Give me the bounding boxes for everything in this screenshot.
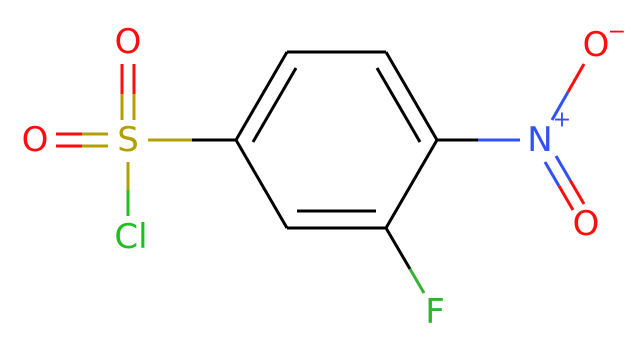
- bond: [550, 91, 570, 121]
- bonds: [56, 50, 586, 294]
- bond: [375, 67, 422, 143]
- atom-label: O: [573, 204, 600, 244]
- bond: [554, 155, 572, 181]
- atom-label: O: [583, 25, 610, 65]
- bond: [384, 51, 439, 141]
- bond: [557, 185, 575, 211]
- charge: −: [608, 20, 626, 45]
- bond: [384, 139, 439, 229]
- atom-label: S: [117, 120, 139, 160]
- bond: [408, 268, 426, 294]
- atom-label: O: [22, 120, 49, 160]
- bond: [234, 51, 289, 141]
- bond: [384, 227, 412, 270]
- bond: [568, 179, 586, 205]
- atom-label: N: [527, 120, 552, 160]
- atom-label: Cl: [114, 217, 147, 257]
- atom-label: O: [115, 22, 142, 62]
- bond: [234, 139, 289, 229]
- bond: [566, 63, 586, 93]
- atom-label: F: [425, 292, 445, 332]
- bond: [251, 67, 298, 143]
- bond: [543, 161, 561, 187]
- charge: +: [553, 108, 571, 133]
